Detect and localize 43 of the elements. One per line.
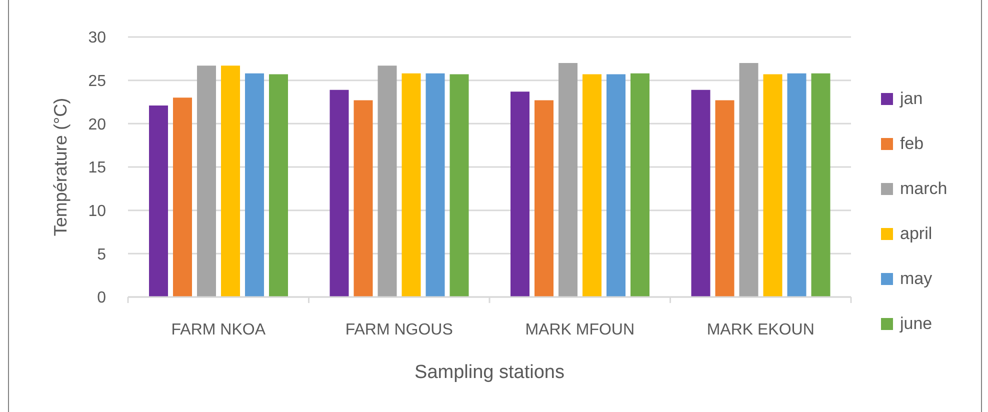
bar: [221, 66, 240, 297]
x-tick-label: FARM NKOA: [171, 322, 266, 338]
bar: [245, 73, 264, 297]
bar: [691, 90, 710, 297]
bar: [149, 105, 168, 297]
x-tick-label: MARK EKOUN: [706, 322, 814, 338]
bar: [787, 73, 806, 297]
legend-label: may: [900, 268, 932, 288]
x-axis-title: Sampling stations: [414, 362, 564, 383]
legend-label: feb: [900, 134, 924, 154]
bar: [450, 74, 469, 297]
y-axis-title: Température (°C): [50, 98, 70, 236]
bar: [739, 63, 758, 297]
bar: [582, 74, 602, 297]
bar: [354, 100, 373, 297]
bar: [330, 90, 349, 297]
y-tick-label: 0: [97, 290, 106, 307]
legend-label: april: [900, 224, 932, 244]
bar: [630, 73, 650, 297]
x-tick-label: MARK MFOUN: [525, 322, 635, 338]
y-tick-label: 20: [88, 116, 106, 134]
y-tick-label: 25: [88, 73, 106, 90]
bar: [269, 74, 288, 297]
legend-label: march: [900, 178, 948, 198]
bar: [197, 66, 216, 297]
bar: [534, 100, 554, 297]
bar: [402, 73, 421, 297]
bar: [558, 63, 578, 297]
bar: [426, 73, 445, 297]
bar: [606, 74, 626, 297]
legend-label: jan: [900, 88, 923, 108]
bar: [378, 66, 397, 297]
x-tick-label: FARM NGOUS: [345, 322, 453, 338]
y-tick-label: 15: [88, 160, 106, 177]
y-tick-label: 30: [88, 30, 106, 47]
bar: [811, 73, 830, 297]
bar: [763, 74, 782, 297]
legend-label: june: [900, 314, 932, 334]
bar: [715, 100, 734, 297]
bar: [510, 92, 530, 297]
y-tick-label: 5: [97, 246, 106, 264]
y-tick-label: 10: [88, 203, 106, 220]
bar: [173, 98, 192, 297]
